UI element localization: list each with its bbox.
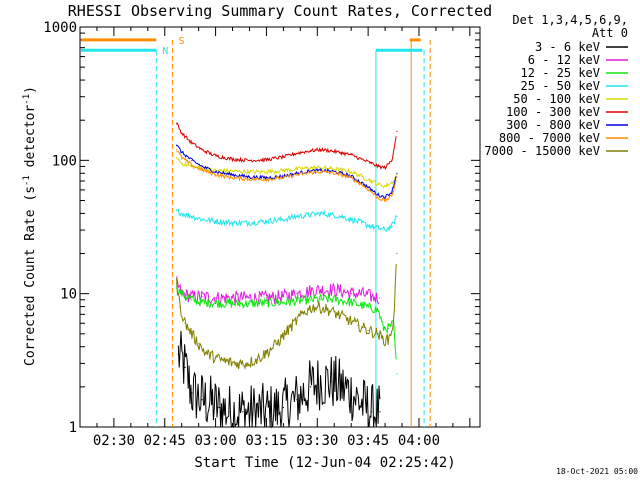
chart-title: RHESSI Observing Summary Count Rates, Co…	[68, 2, 492, 20]
y-tick-label: 100	[52, 153, 77, 169]
data-point	[218, 406, 220, 409]
data-point	[191, 299, 193, 301]
series-line-5	[176, 122, 397, 171]
series-3	[176, 208, 398, 232]
series-7	[176, 149, 398, 203]
footer-date: 18-Oct-2021 05:00	[556, 467, 638, 476]
series-line-6	[176, 144, 397, 200]
data-point	[396, 373, 398, 375]
x-tick-label: 03:15	[245, 433, 287, 449]
legend-label: 12 - 25 keV	[521, 66, 600, 80]
x-tick-label: 03:00	[195, 433, 237, 449]
x-axis-label: Start Time (12-Jun-04 02:25:42)	[194, 455, 455, 471]
flag-label-S: S	[179, 36, 185, 47]
data-point	[296, 293, 298, 295]
x-tick-label: 02:30	[93, 433, 135, 449]
data-point	[184, 366, 186, 368]
data-point	[282, 406, 284, 409]
y-tick-label: 10	[60, 287, 77, 303]
legend-label: 800 - 7000 keV	[499, 131, 600, 145]
data-point	[214, 297, 217, 299]
data-point	[396, 174, 398, 176]
data-point	[396, 215, 398, 217]
data-point	[396, 252, 398, 255]
legend-label: 300 - 800 keV	[506, 118, 600, 132]
data-point	[320, 169, 322, 172]
series-line-0	[177, 330, 381, 429]
data-point	[396, 172, 398, 174]
data-point	[379, 411, 381, 413]
data-point	[214, 155, 217, 157]
legend-label: 6 - 12 keV	[528, 53, 600, 67]
series-line-3	[176, 208, 397, 232]
data-point	[367, 329, 369, 332]
legend-label: 100 - 300 keV	[506, 105, 600, 119]
x-tick-label: 03:45	[347, 433, 389, 449]
y-tick-label: 1	[69, 420, 77, 436]
data-point	[265, 297, 268, 299]
data-point	[242, 411, 244, 413]
series-line-8	[176, 263, 397, 371]
data-point	[378, 297, 380, 299]
series-5	[176, 122, 398, 171]
plot-frame	[79, 26, 481, 428]
series-line-7	[176, 150, 397, 203]
data-point	[350, 293, 352, 295]
series-0	[177, 330, 381, 429]
plot-area: 1 10 100 1000 02:30 02:45 03:00 03:15 03:30 03:45…	[43, 20, 481, 449]
legend-label: 7000 - 15000 keV	[484, 144, 600, 158]
data-point	[265, 302, 268, 304]
series-1	[176, 276, 380, 307]
data-point	[309, 386, 312, 388]
x-tick-label: 02:45	[144, 433, 186, 449]
legend-header-line-1: Det 1,3,4,5,6,9,	[512, 13, 628, 27]
series-line-4	[176, 157, 397, 189]
series-line-2	[176, 285, 397, 360]
data-point	[320, 298, 322, 300]
data-point	[396, 130, 398, 132]
data-point	[176, 149, 178, 151]
x-tick-label: 03:30	[296, 433, 338, 449]
data-point	[176, 156, 178, 159]
y-axis-label: Corrected Count Rate (s-1 detector-1)	[22, 86, 38, 366]
data-point	[248, 303, 251, 305]
data-point	[330, 167, 332, 169]
data-point	[191, 215, 193, 217]
series-8	[176, 252, 398, 371]
legend-label: 50 - 100 keV	[513, 92, 600, 106]
data-point	[320, 171, 322, 173]
data-point	[198, 343, 200, 345]
legend-label: 3 - 6 keV	[535, 40, 600, 54]
legend-header-line-2: Att 0	[592, 26, 628, 40]
data-point	[396, 176, 398, 178]
data-point	[201, 399, 203, 401]
flag-label-N: N	[162, 46, 168, 57]
data-point	[265, 171, 268, 173]
y-tick-label: 1000	[43, 20, 77, 36]
data-point	[176, 209, 178, 212]
series-line-1	[176, 276, 380, 307]
data-point	[309, 299, 312, 301]
data-point	[191, 159, 193, 161]
legend-label: 25 - 50 keV	[521, 79, 600, 93]
x-tick-label: 04:00	[398, 433, 440, 449]
data-point	[360, 175, 362, 177]
